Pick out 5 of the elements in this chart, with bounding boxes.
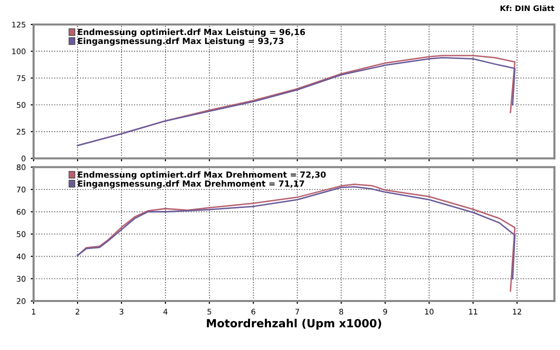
legend-label: Eingangsmessung.drf Max Drehmoment = 71,17 bbox=[78, 180, 304, 188]
legend-label: Eingangsmessung.drf Max Leistung = 93,73 bbox=[78, 38, 284, 46]
x-axis-title: Motordrehzahl (Upm x1000) bbox=[206, 318, 382, 330]
legend-label: Endmessung optimiert.drf Max Leistung = 96,16 bbox=[78, 28, 305, 37]
legend-label: Endmessung optimiert.drf Max Drehmoment = 72,30 bbox=[78, 171, 326, 180]
